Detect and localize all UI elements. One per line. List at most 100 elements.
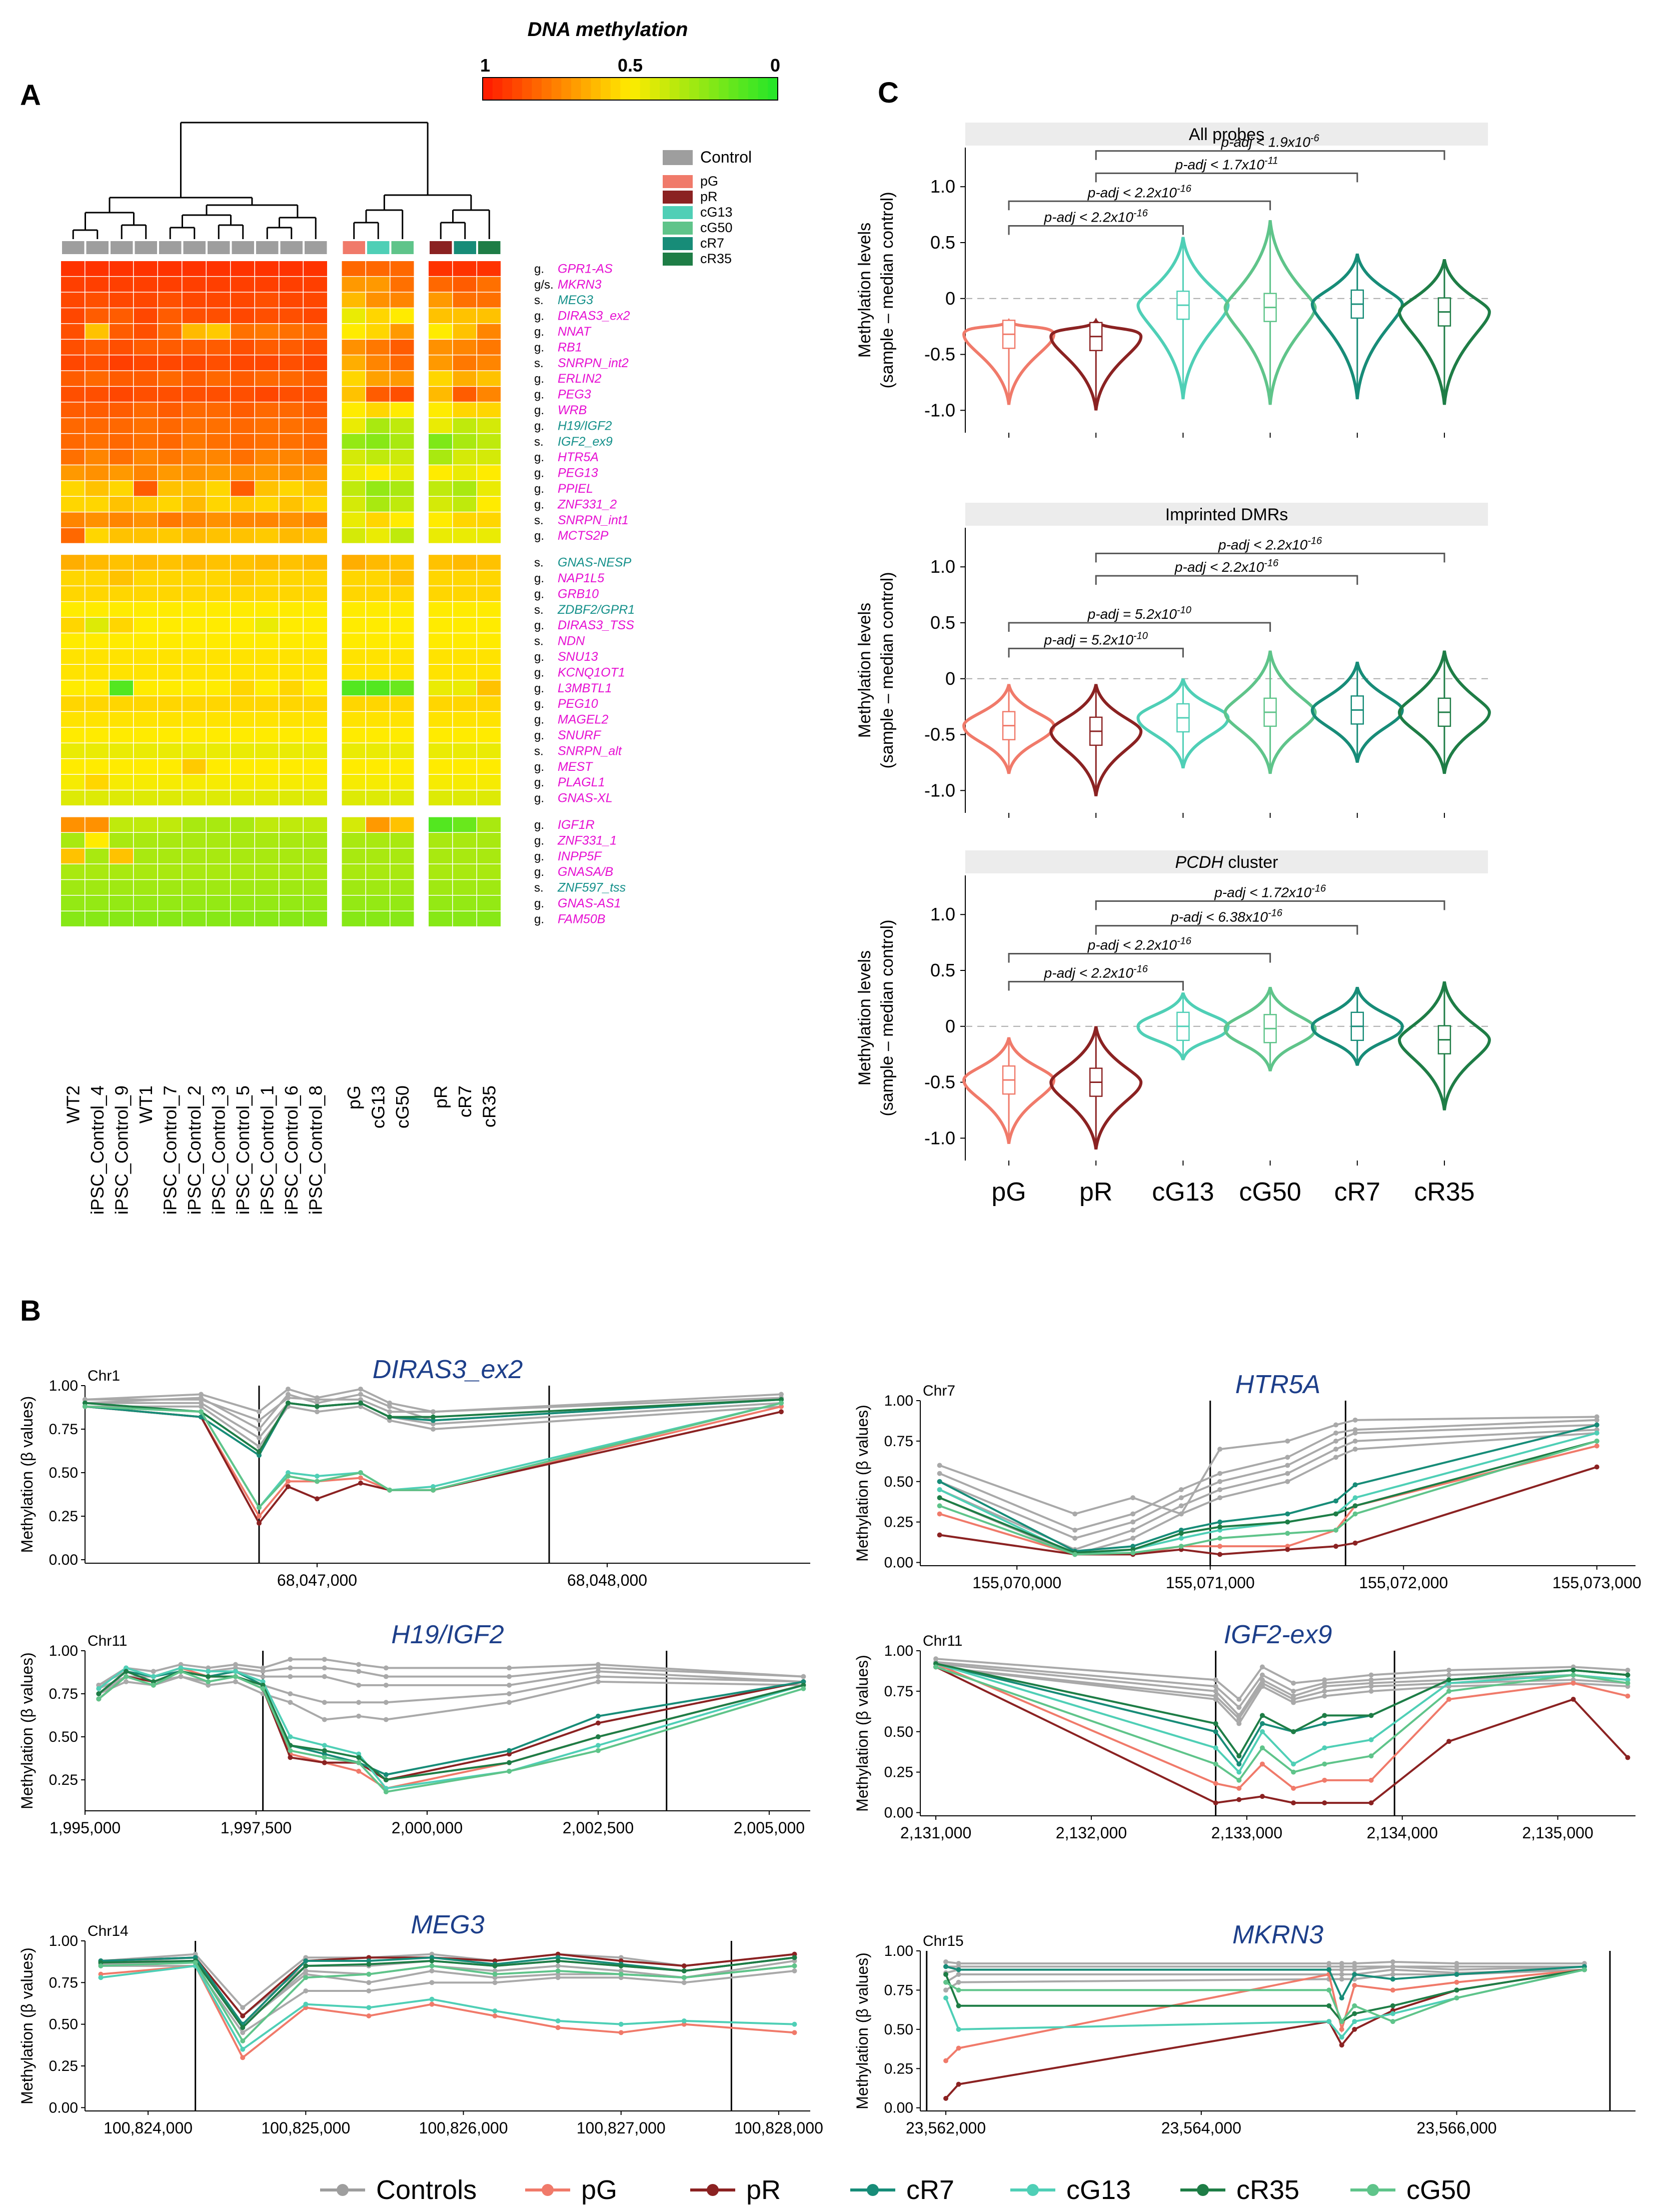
control-series-point — [356, 1682, 362, 1688]
heatmap-cell — [477, 292, 501, 308]
heatmap-cell — [85, 555, 109, 570]
series-cR35-point — [240, 2025, 246, 2030]
heatmap-cell — [477, 277, 501, 292]
heatmap-cell — [182, 355, 206, 371]
y-tick-label: 0.00 — [884, 2100, 913, 2116]
heatmap-cell — [61, 696, 85, 711]
heatmap-cell — [366, 570, 390, 586]
heatmap-cell — [231, 743, 255, 758]
control-series-point — [383, 1717, 389, 1722]
y-tick-label: 0.75 — [49, 1421, 78, 1438]
heatmap-cell — [477, 649, 501, 664]
row-prefix: s. — [534, 294, 544, 307]
plot-title: IGF2-ex9 — [1224, 1620, 1332, 1649]
row-label: GNAS-AS1 — [558, 896, 621, 910]
series-pG-point — [1213, 1781, 1218, 1786]
row-prefix: g. — [534, 388, 544, 402]
heatmap-cell — [453, 633, 477, 649]
control-series-point — [1368, 1684, 1374, 1689]
series-cG50-point — [288, 1748, 293, 1753]
row-prefix: g. — [534, 372, 544, 386]
heatmap-cell — [390, 680, 414, 696]
sig-label: p-adj < 1.9x10-6 — [1221, 133, 1320, 150]
heatmap-cell — [207, 570, 230, 586]
heatmap-cell — [61, 665, 85, 680]
y-tick-label: 0.50 — [884, 1474, 913, 1490]
heatmap-cell — [279, 570, 303, 586]
heatmap-cell — [61, 680, 85, 696]
series-pR-point — [1322, 1800, 1327, 1806]
control-series-point — [1291, 1688, 1296, 1694]
series-cG50-point — [618, 1971, 624, 1977]
heatmap-cell — [207, 308, 230, 324]
row-prefix: s. — [534, 603, 544, 617]
row-prefix: g. — [534, 912, 544, 926]
heatmap-cell — [61, 911, 85, 926]
series-cR35-point — [943, 1972, 949, 1977]
row-prefix: g. — [534, 729, 544, 742]
heatmap-cell — [207, 512, 230, 528]
heatmap-cell — [255, 712, 279, 727]
heatmap-cell — [366, 790, 390, 806]
heatmap-cell — [182, 497, 206, 512]
control-series-point — [1217, 1447, 1223, 1452]
heatmap-cell — [61, 817, 85, 832]
heatmap-cell — [110, 324, 133, 339]
series-cG13-point — [240, 2046, 246, 2052]
control-series-point — [956, 1979, 961, 1985]
colorbar-swatch — [699, 78, 709, 100]
heatmap-cell — [342, 790, 366, 806]
row-label: ZNF597_tss — [557, 881, 626, 895]
control-series-point — [431, 1427, 436, 1432]
series-cR35-point — [1178, 1531, 1184, 1536]
series-cG50-point — [1581, 1967, 1587, 1972]
control-series-point — [1446, 1672, 1451, 1678]
series-cG13-point — [431, 1484, 436, 1489]
heatmap-cell — [342, 880, 366, 895]
series-cR35-point — [1217, 1524, 1223, 1530]
series-cG50-point — [1594, 1438, 1599, 1444]
heatmap-cell — [304, 261, 327, 276]
series-pR-point — [1625, 1755, 1630, 1760]
series-cG13-point — [206, 1669, 211, 1674]
control-series-point — [260, 1674, 266, 1679]
heatmap-cell — [279, 371, 303, 386]
y-tick-label: 0.5 — [930, 612, 955, 633]
heatmap-cell — [255, 340, 279, 355]
series-pG-point — [1368, 1777, 1374, 1783]
series-cR7-point — [1352, 1482, 1358, 1488]
heatmap-cell — [85, 355, 109, 371]
heatmap-cell — [366, 633, 390, 649]
heatmap-cell — [390, 555, 414, 570]
y-tick-label: -0.5 — [924, 344, 955, 365]
heatmap-cell — [231, 528, 255, 543]
x-category-label: cR35 — [1414, 1178, 1474, 1207]
legend-label: cG13 — [700, 205, 733, 220]
heatmap-cell — [342, 864, 366, 879]
colorbar-swatch — [551, 78, 562, 100]
heatmap-cell — [110, 528, 133, 543]
heatmap-cell — [477, 743, 501, 758]
legend-swatch — [663, 175, 693, 188]
heatmap-cell — [231, 790, 255, 806]
heatmap-cell — [134, 292, 158, 308]
series-pR-point — [286, 1484, 291, 1489]
heatmap-cell — [182, 727, 206, 743]
heatmap-cell — [231, 324, 255, 339]
heatmap-cell — [453, 586, 477, 601]
series-cR35-point — [956, 2003, 961, 2008]
series-cG50-point — [206, 1679, 211, 1684]
violin-pR — [1049, 1026, 1143, 1150]
heatmap-cell — [342, 481, 366, 496]
heatmap-cell — [477, 555, 501, 570]
series-cG13-point — [937, 1487, 942, 1492]
heatmap-cell — [477, 833, 501, 848]
y-tick-label: 1.0 — [930, 904, 955, 924]
control-series-point — [1339, 1972, 1344, 1977]
heatmap-cell — [182, 308, 206, 324]
heatmap-cell — [304, 555, 327, 570]
heatmap-cell — [429, 497, 452, 512]
heatmap-cell — [366, 895, 390, 911]
series-cG13-point — [555, 2018, 561, 2023]
heatmap-cell — [453, 402, 477, 418]
